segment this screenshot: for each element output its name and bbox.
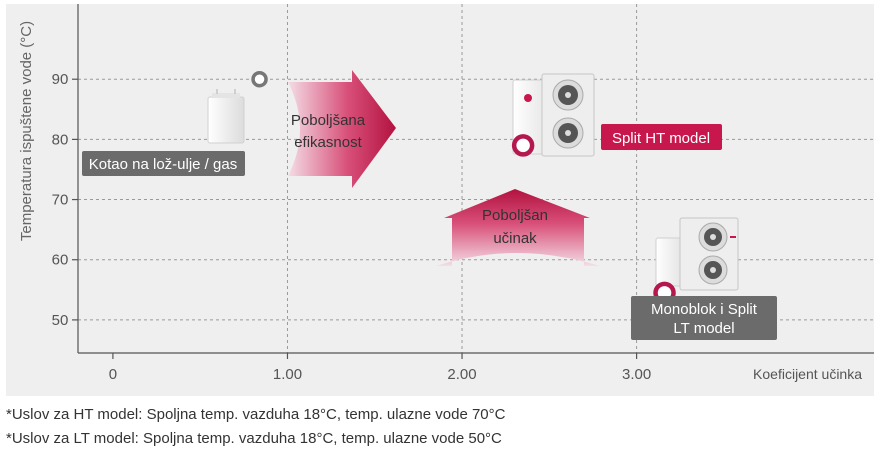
axes <box>77 4 874 354</box>
x-tick-label: 2.00 <box>447 366 476 383</box>
boiler-label: Kotao na lož-ulje / gas <box>82 151 245 176</box>
split-ht-label-box <box>601 124 722 150</box>
performance-arrow-text-1: Poboljšan <box>482 207 548 224</box>
split-ht-illustration <box>512 73 595 157</box>
efficiency-arrow-text-2: efikasnost <box>294 134 362 151</box>
x-tick-label: 0 <box>109 366 117 383</box>
x-axis-label: Koeficijent učinka <box>753 366 862 382</box>
x-tick-label: 1.00 <box>273 366 302 383</box>
efficiency-arrow: Poboljšana efikasnost <box>288 70 396 188</box>
point-split-ht <box>511 134 535 157</box>
monoblok-lt-label: Monoblok i Split LT model <box>631 296 777 340</box>
y-tick-labels: 50 60 70 80 90 <box>52 71 69 329</box>
y-tick-label: 50 <box>52 312 69 329</box>
performance-arrow: Poboljšan učinak <box>436 189 600 266</box>
boiler-label-box <box>82 151 245 176</box>
split-ht-label-text: Split HT model <box>612 130 710 147</box>
point-boiler <box>251 70 268 88</box>
performance-arrow-shape <box>436 189 600 266</box>
performance-arrow-text-2: učinak <box>493 230 537 247</box>
efficiency-arrow-shape <box>288 70 396 188</box>
footnote-lt: *Uslov za LT model: Spoljna temp. vazduh… <box>6 430 502 447</box>
split-ht-label: Split HT model <box>601 124 722 150</box>
x-tick-labels: 0 1.00 2.00 3.00 <box>109 366 651 383</box>
footnote-ht: *Uslov za HT model: Spoljna temp. vazduh… <box>6 406 506 423</box>
monoblok-lt-label-box <box>631 296 777 340</box>
y-axis-label: Temperatura ispuštene vode (°C) <box>18 21 35 241</box>
y-tick-label: 60 <box>52 252 69 269</box>
monoblok-lt-illustration <box>655 217 739 291</box>
y-tick-label: 70 <box>52 192 69 209</box>
boiler-illustration <box>207 89 245 144</box>
scatter-chart: 50 60 70 80 90 0 1.00 2.00 3.00 Temperatura isp… <box>18 4 874 383</box>
monoblok-lt-label-text-1: Monoblok i Split <box>651 301 758 318</box>
x-tick-label: 3.00 <box>622 366 651 383</box>
monoblok-lt-label-text-2: LT model <box>673 320 734 337</box>
boiler-label-text: Kotao na lož-ulje / gas <box>89 156 237 173</box>
y-tick-label: 90 <box>52 71 69 88</box>
efficiency-arrow-text-1: Poboljšana <box>291 112 366 129</box>
grid-lines <box>72 4 874 359</box>
y-tick-label: 80 <box>52 131 69 148</box>
